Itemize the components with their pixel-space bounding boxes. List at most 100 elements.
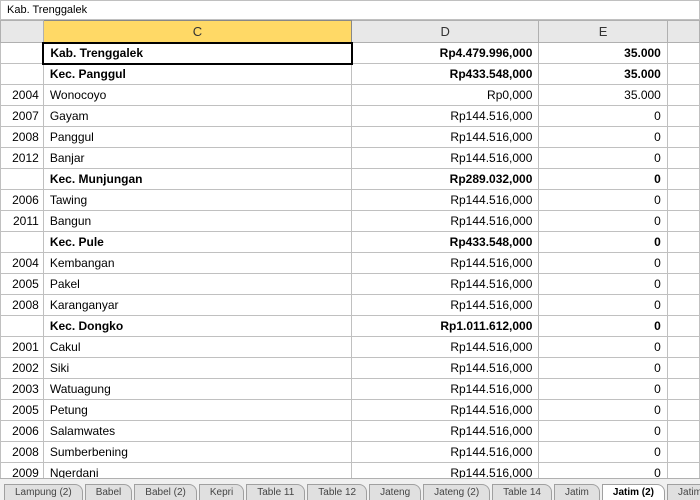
cell-year[interactable]: 2001 (1, 337, 44, 358)
cell-year[interactable]: 2007 (1, 106, 44, 127)
cell-amount[interactable]: Rp144.516,000 (352, 358, 539, 379)
cell-empty[interactable] (667, 295, 699, 316)
cell-empty[interactable] (667, 358, 699, 379)
cell-value[interactable]: 0 (539, 211, 667, 232)
cell-amount[interactable]: Rp433.548,000 (352, 64, 539, 85)
cell-amount[interactable]: Rp144.516,000 (352, 379, 539, 400)
cell-year[interactable]: 2004 (1, 85, 44, 106)
cell-name[interactable]: Kab. Trenggalek (43, 43, 351, 64)
cell-name[interactable]: Kembangan (43, 253, 351, 274)
sheet-tab[interactable]: Lampung (2) (4, 484, 83, 500)
cell-year[interactable]: 2009 (1, 463, 44, 479)
cell-amount[interactable]: Rp144.516,000 (352, 274, 539, 295)
cell-year[interactable] (1, 169, 44, 190)
sheet-tab[interactable]: Babel (85, 484, 133, 500)
cell-name[interactable]: Watuagung (43, 379, 351, 400)
cell-name[interactable]: Wonocoyo (43, 85, 351, 106)
cell-value[interactable]: 0 (539, 358, 667, 379)
cell-amount[interactable]: Rp144.516,000 (352, 211, 539, 232)
sheet-tab[interactable]: Jatim (554, 484, 600, 500)
cell-year[interactable]: 2005 (1, 400, 44, 421)
cell-value[interactable]: 0 (539, 232, 667, 253)
cell-amount[interactable]: Rp144.516,000 (352, 463, 539, 479)
cell-empty[interactable] (667, 253, 699, 274)
cell-name[interactable]: Kec. Munjungan (43, 169, 351, 190)
cell-amount[interactable]: Rp144.516,000 (352, 337, 539, 358)
cell-year[interactable] (1, 316, 44, 337)
cell-year[interactable]: 2006 (1, 190, 44, 211)
sheet-tab[interactable]: Jateng (369, 484, 421, 500)
cell-year[interactable]: 2005 (1, 274, 44, 295)
cell-amount[interactable]: Rp144.516,000 (352, 190, 539, 211)
cell-name[interactable]: Kec. Dongko (43, 316, 351, 337)
cell-empty[interactable] (667, 379, 699, 400)
cell-value[interactable]: 0 (539, 337, 667, 358)
cell-value[interactable]: 0 (539, 106, 667, 127)
cell-name[interactable]: Petung (43, 400, 351, 421)
cell-value[interactable]: 0 (539, 169, 667, 190)
cell-amount[interactable]: Rp144.516,000 (352, 127, 539, 148)
cell-name[interactable]: Salamwates (43, 421, 351, 442)
cell-value[interactable]: 0 (539, 442, 667, 463)
cell-year[interactable]: 2006 (1, 421, 44, 442)
cell-year[interactable] (1, 43, 44, 64)
cell-amount[interactable]: Rp0,000 (352, 85, 539, 106)
cell-value[interactable]: 0 (539, 127, 667, 148)
sheet-tab[interactable]: Table 14 (492, 484, 552, 500)
cell-name[interactable]: Kec. Panggul (43, 64, 351, 85)
sheet-tab[interactable]: Jatim (2) (602, 484, 665, 500)
cell-name[interactable]: Karanganyar (43, 295, 351, 316)
cell-value[interactable]: 0 (539, 148, 667, 169)
cell-year[interactable]: 2012 (1, 148, 44, 169)
cell-empty[interactable] (667, 169, 699, 190)
cell-year[interactable]: 2008 (1, 127, 44, 148)
cell-value[interactable]: 0 (539, 463, 667, 479)
cell-name[interactable]: Ngerdani (43, 463, 351, 479)
cell-value[interactable]: 0 (539, 400, 667, 421)
cell-name[interactable]: Sumberbening (43, 442, 351, 463)
cell-empty[interactable] (667, 463, 699, 479)
cell-value[interactable]: 35.000 (539, 64, 667, 85)
sheet-tab[interactable]: Table 11 (246, 484, 305, 500)
cell-empty[interactable] (667, 127, 699, 148)
cell-name[interactable]: Gayam (43, 106, 351, 127)
cell-name[interactable]: Banjar (43, 148, 351, 169)
cell-empty[interactable] (667, 337, 699, 358)
cell-empty[interactable] (667, 400, 699, 421)
cell-amount[interactable]: Rp1.011.612,000 (352, 316, 539, 337)
cell-empty[interactable] (667, 43, 699, 64)
cell-year[interactable]: 2008 (1, 442, 44, 463)
cell-amount[interactable]: Rp144.516,000 (352, 442, 539, 463)
cell-value[interactable]: 35.000 (539, 85, 667, 106)
col-header-e[interactable]: E (539, 21, 667, 43)
cell-value[interactable]: 0 (539, 421, 667, 442)
cell-empty[interactable] (667, 421, 699, 442)
sheet-tab[interactable]: Jateng (2) (423, 484, 490, 500)
cell-empty[interactable] (667, 442, 699, 463)
cell-empty[interactable] (667, 148, 699, 169)
cell-name[interactable]: Cakul (43, 337, 351, 358)
sheet-tab[interactable]: Table 12 (307, 484, 367, 500)
cell-amount[interactable]: Rp144.516,000 (352, 421, 539, 442)
cell-year[interactable]: 2004 (1, 253, 44, 274)
cell-amount[interactable]: Rp144.516,000 (352, 106, 539, 127)
cell-value[interactable]: 35.000 (539, 43, 667, 64)
cell-name[interactable]: Pakel (43, 274, 351, 295)
formula-bar[interactable]: Kab. Trenggalek (0, 0, 700, 20)
cell-value[interactable]: 0 (539, 253, 667, 274)
cell-empty[interactable] (667, 232, 699, 253)
cell-year[interactable] (1, 232, 44, 253)
cell-amount[interactable]: Rp144.516,000 (352, 253, 539, 274)
cell-empty[interactable] (667, 211, 699, 232)
cell-value[interactable]: 0 (539, 295, 667, 316)
col-header-c[interactable]: C (43, 21, 351, 43)
cell-name[interactable]: Siki (43, 358, 351, 379)
cell-value[interactable]: 0 (539, 379, 667, 400)
col-header-b[interactable] (1, 21, 44, 43)
cell-amount[interactable]: Rp144.516,000 (352, 295, 539, 316)
cell-value[interactable]: 0 (539, 190, 667, 211)
cell-amount[interactable]: Rp4.479.996,000 (352, 43, 539, 64)
cell-empty[interactable] (667, 316, 699, 337)
cell-name[interactable]: Bangun (43, 211, 351, 232)
sheet-tab[interactable]: Babel (2) (134, 484, 197, 500)
